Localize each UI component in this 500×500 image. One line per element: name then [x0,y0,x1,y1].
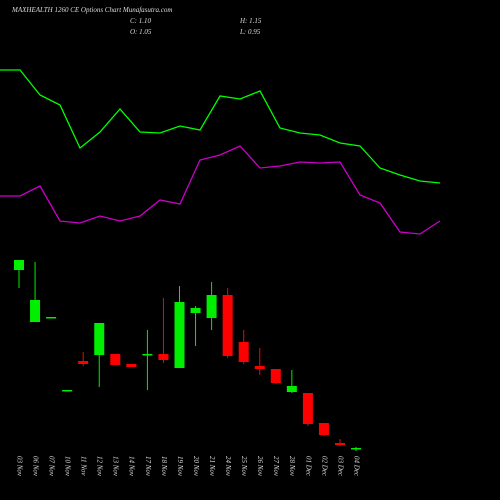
candle-body [110,354,121,365]
x-tick-label: 14 Nov [128,456,136,477]
candle-body [222,295,233,356]
x-tick-label: 28 Nov [288,456,296,477]
candle-body [351,448,362,450]
x-tick-label: 03 Nov [15,456,23,477]
high-label: H: 1.15 [239,17,262,25]
x-tick-label: 20 Nov [192,456,200,477]
candle-body [142,354,153,356]
low-label: L: 0.95 [239,28,261,36]
candle-body [254,366,265,369]
x-tick-label: 07 Nov [47,456,55,477]
candle-body [270,369,281,383]
x-tick-label: 11 Nov [80,456,88,476]
x-tick-label: 01 Dec [304,456,312,477]
candle-body [126,364,137,367]
indicator-line [0,69,441,184]
x-tick-label: 06 Nov [31,456,39,477]
x-tick-label: 25 Nov [240,456,248,477]
close-label: C: 1.10 [130,17,152,25]
x-tick-label: 17 Nov [144,456,152,477]
candle-body [158,354,169,360]
x-tick-label: 21 Nov [208,456,216,477]
candle-body [62,390,73,392]
candle-body [190,308,201,313]
candle-body [318,423,329,435]
indicator-line [0,145,441,235]
x-tick-label: 12 Nov [96,456,104,477]
candle-body [14,260,24,270]
x-tick-label: 10 Nov [64,456,72,477]
candle-body [302,393,313,424]
candle-body [94,323,105,355]
x-tick-label: 13 Nov [112,456,120,477]
x-tick-label: 27 Nov [272,456,280,477]
open-label: O: 1.05 [130,28,152,36]
candle-body [238,342,249,362]
x-tick-label: 03 Dec [336,456,344,477]
candle-body [335,443,345,445]
candle-body [174,302,185,368]
x-tick-label: 04 Dec [352,456,360,477]
candle-body [78,361,89,364]
candle-body [46,317,57,319]
chart-title: MAXHEALTH 1260 CE Options Chart Munafasu… [11,6,172,14]
x-tick-label: 24 Nov [224,456,232,477]
candle-body [286,386,297,392]
x-tick-label: 02 Dec [320,456,328,477]
x-tick-label: 19 Nov [176,456,184,477]
x-tick-label: 26 Nov [256,456,264,477]
x-tick-label: 18 Nov [160,456,168,477]
candle-body [30,300,41,322]
candle-body [206,295,217,318]
